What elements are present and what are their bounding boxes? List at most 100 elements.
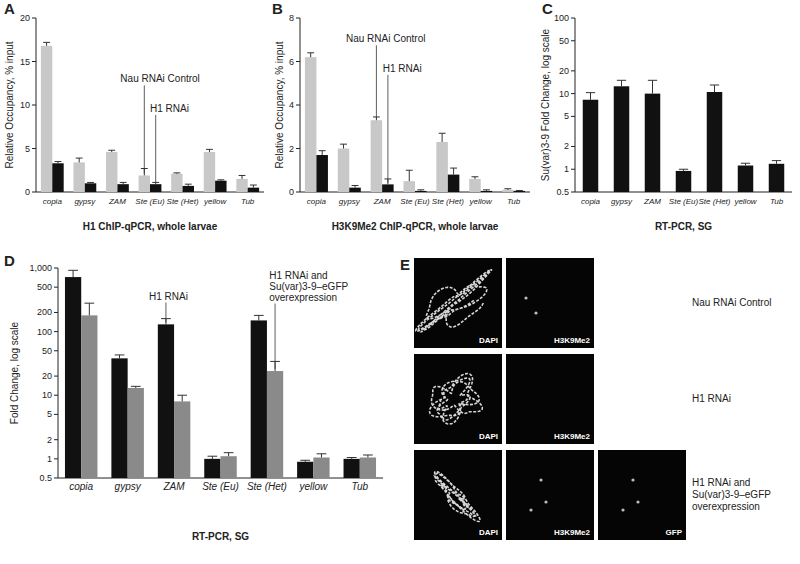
error-cap [300, 460, 310, 461]
y-tick-label: 2 [564, 141, 569, 151]
micrograph: H3K9Me2 [506, 450, 594, 540]
y-tick-label: 100 [37, 327, 52, 337]
bar [338, 149, 350, 193]
x-axis-label: RT-PCR, SG [192, 531, 249, 542]
image-background [506, 354, 594, 444]
bar [41, 46, 52, 192]
error-stem [652, 80, 653, 93]
y-tick-label: 10 [559, 89, 569, 99]
error-cap [120, 182, 127, 183]
error-bar [152, 182, 159, 184]
error-cap [84, 303, 94, 304]
bar [215, 181, 226, 192]
y-tick-label: 6 [289, 57, 294, 67]
channel-label: DAPI [479, 336, 498, 345]
bar [404, 181, 416, 192]
error-cap [177, 395, 187, 396]
error-stem [182, 395, 183, 401]
category-label: Ste (Eu) [135, 197, 165, 206]
category-label: copia [581, 197, 601, 206]
error-bar [772, 161, 781, 164]
y-tick [54, 312, 58, 313]
error-cap [76, 158, 83, 159]
chromosome-decoration [430, 374, 483, 425]
plot-area [305, 53, 525, 192]
bar [448, 175, 460, 192]
error-cap [710, 85, 719, 86]
bar [297, 462, 313, 478]
bar [204, 152, 215, 192]
error-bar [131, 386, 141, 388]
text-line: H1 RNAi [150, 103, 189, 114]
micrograph: DAPI [414, 450, 502, 540]
chromosome-decoration [435, 472, 481, 522]
error-stem [258, 315, 259, 320]
error-stem [228, 453, 229, 457]
bar [305, 57, 317, 192]
error-cap [483, 189, 490, 190]
micrograph: H3K9Me2 [506, 354, 594, 444]
text-line: Su(var)3-9–eGFP [692, 489, 771, 500]
y-tick [571, 169, 575, 170]
chart-panel: C0.5125102050100Su(var)3-9 Fold Change, … [540, 0, 792, 232]
y-tick-label: 4 [289, 100, 294, 110]
error-bar [679, 169, 688, 171]
error-cap [108, 150, 115, 151]
bar [502, 190, 513, 192]
y-tick [54, 331, 58, 332]
bar [645, 94, 661, 192]
y-tick-label: 100 [554, 13, 569, 23]
error-cap [439, 133, 446, 134]
category-label: gypsy [611, 197, 633, 206]
error-cap [772, 160, 781, 161]
y-tick-label: 2 [289, 144, 294, 154]
micrograph: DAPI [414, 354, 502, 444]
error-bar [307, 53, 314, 57]
channel-label: H3K9Me2 [554, 432, 591, 441]
error-cap [516, 190, 523, 191]
bar [707, 92, 723, 192]
category-label: Ste (Het) [698, 197, 730, 206]
error-bar [250, 185, 257, 188]
text-line: overexpression [692, 501, 760, 512]
y-tick [571, 146, 575, 147]
signal-decoration [529, 508, 532, 511]
category-label: Ste (Eu) [400, 197, 430, 206]
y-tick-label: 500 [37, 282, 52, 292]
error-stem [73, 270, 74, 277]
y-tick-label: 20 [559, 66, 569, 76]
text-line: H1 RNAi and [269, 270, 327, 281]
y-tick [571, 40, 575, 41]
row-label: Nau RNAi Control [692, 297, 771, 308]
error-cap [87, 182, 94, 183]
y-axis [575, 18, 576, 192]
category-label: gypsy [115, 481, 142, 492]
error-cap [173, 172, 180, 173]
error-cap [586, 92, 595, 93]
y-tick [32, 148, 36, 149]
error-cap [504, 188, 511, 189]
bar [171, 174, 182, 192]
y-tick-label: 15 [20, 57, 30, 67]
category-label: Tub [352, 481, 369, 492]
bar [382, 184, 394, 192]
error-cap [352, 185, 359, 186]
bar [267, 371, 283, 478]
y-tick-label: 8 [289, 13, 294, 23]
y-tick-label: 0 [25, 187, 30, 197]
text-line: H1 RNAi and [692, 477, 750, 488]
channel-label: GFP [666, 528, 683, 537]
error-stem [79, 158, 80, 162]
category-label: gypsy [74, 197, 96, 206]
text-line: Nau RNAi Control [346, 33, 425, 44]
y-tick-label: 1,000 [29, 263, 52, 273]
error-cap [347, 457, 357, 458]
error-stem [714, 85, 715, 92]
error-bar [120, 182, 127, 184]
bar [248, 188, 259, 192]
image-panel: EDAPIH3K9Me2Nau RNAi ControlDAPIH3K9Me2H… [400, 256, 771, 540]
error-stem [343, 144, 344, 148]
y-axis-label: Fold Change, log scale [9, 321, 20, 424]
error-cap [648, 80, 657, 81]
series-label: H1 RNAi [150, 103, 189, 114]
